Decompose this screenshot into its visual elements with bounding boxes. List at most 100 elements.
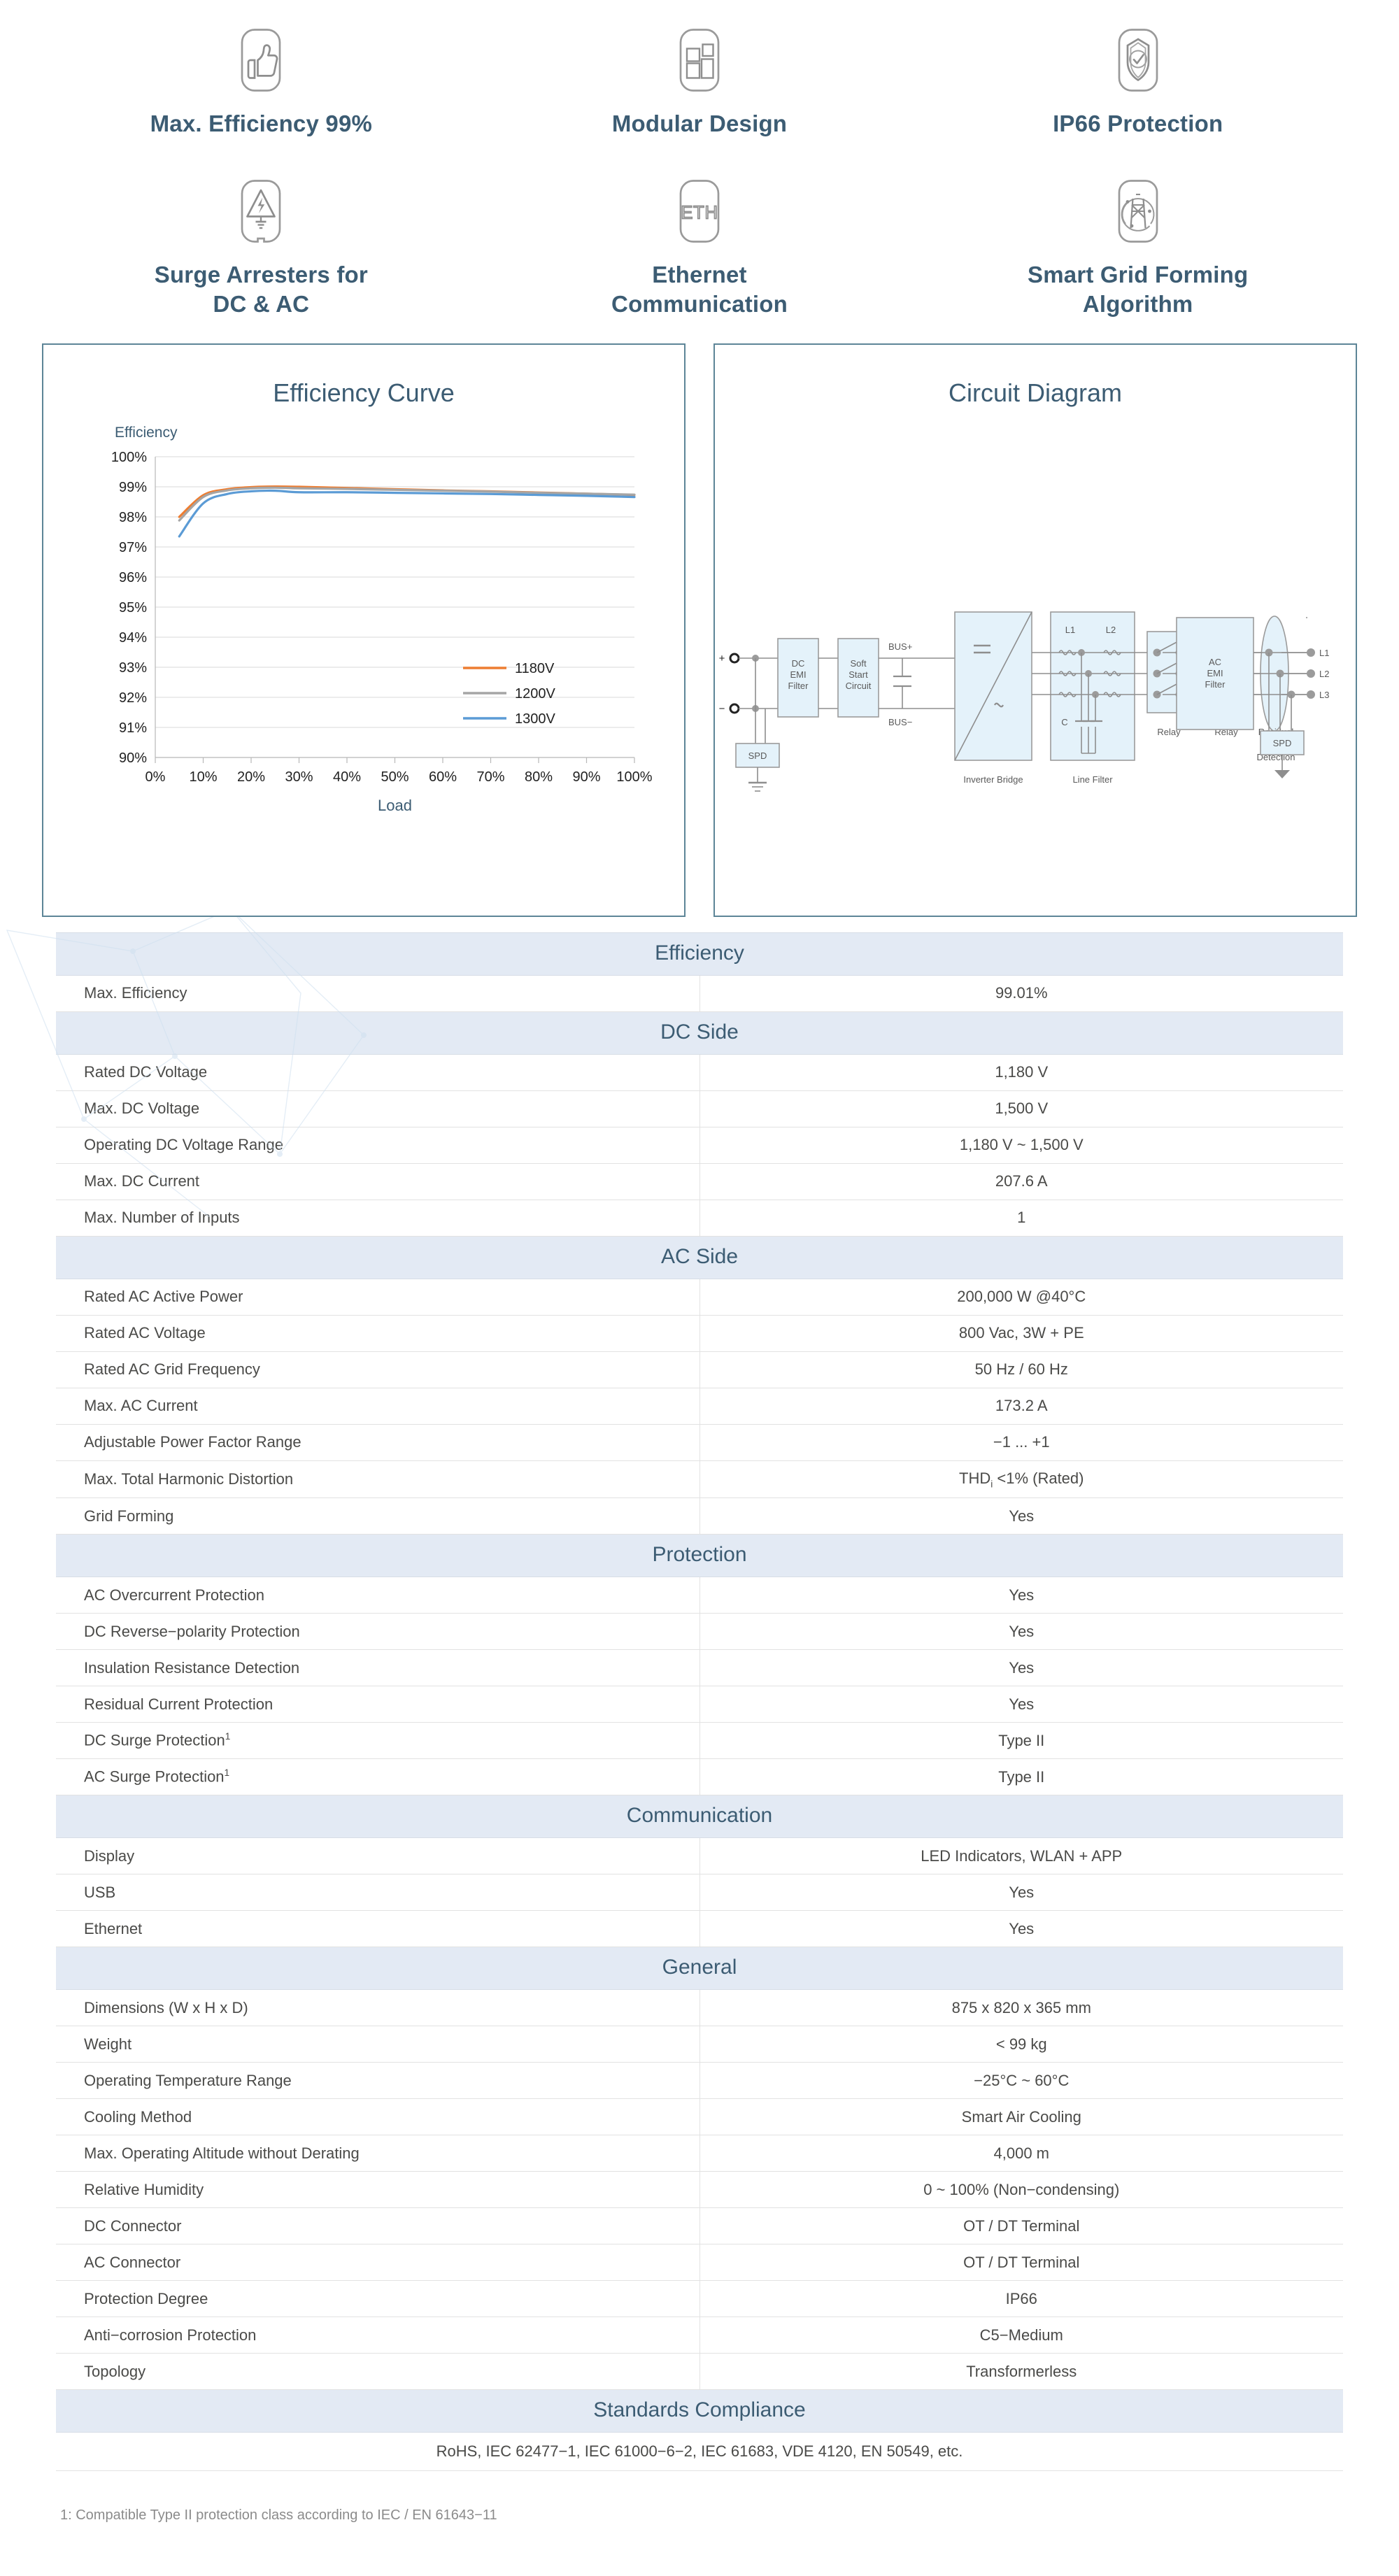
- spec-row: DC Connector OT / DT Terminal: [56, 2207, 1343, 2245]
- chart-ytick: 100%: [111, 450, 147, 465]
- efficiency-panel-title: Efficiency Curve: [273, 378, 455, 407]
- spec-row-value: 0 ~ 100% (Non−condensing): [700, 2171, 1343, 2209]
- spec-section-header: Protection: [56, 1534, 1343, 1578]
- modular-blocks-icon: [679, 29, 720, 92]
- spec-row-value: 875 x 820 x 365 mm: [700, 1989, 1343, 2027]
- chart-xtick: 90%: [572, 769, 600, 785]
- spec-row-key: Max. Number of Inputs: [56, 1200, 700, 1237]
- spec-row: Topology Transformerless: [56, 2353, 1343, 2391]
- spec-row: Max. Efficiency 99.01%: [56, 975, 1343, 1012]
- spec-row: Rated AC Active Power 200,000 W @40°C: [56, 1279, 1343, 1316]
- chart-xtick: 70%: [476, 769, 504, 785]
- svg-text:DC: DC: [792, 658, 805, 669]
- spec-row: AC Surge Protection1 Type II: [56, 1758, 1343, 1796]
- spec-row-key: Rated AC Active Power: [56, 1279, 700, 1316]
- diagram-panels: Efficiency Curve Efficiency 90% 91% 92% 93% 9…: [42, 343, 1357, 917]
- spec-row: Relative Humidity 0 ~ 100% (Non−condensin…: [56, 2171, 1343, 2209]
- spec-row: Grid Forming Yes: [56, 1497, 1343, 1535]
- spec-row-value: Yes: [700, 1874, 1343, 1912]
- spec-row-value: 800 Vac, 3W + PE: [700, 1315, 1343, 1352]
- standards-value: RoHS, IEC 62477−1, IEC 61000−6−2, IEC 61…: [56, 2432, 1343, 2472]
- chart-xtick: 0%: [145, 769, 166, 785]
- spec-section-header: Communication: [56, 1795, 1343, 1839]
- spec-row-value: 207.6 A: [700, 1163, 1343, 1200]
- spec-row: Cooling Method Smart Air Cooling: [56, 2098, 1343, 2136]
- spec-row-key: Topology: [56, 2353, 700, 2391]
- spec-row-key: Weight: [56, 2026, 700, 2063]
- spec-section-title: Protection: [56, 1534, 1343, 1578]
- bus-plus-label: BUS+: [888, 641, 912, 652]
- l2-label: L2: [1106, 625, 1116, 635]
- spec-row-key: Protection Degree: [56, 2280, 700, 2318]
- spec-section-title: Efficiency: [56, 932, 1343, 976]
- spec-row-value: 1,500 V: [700, 1090, 1343, 1127]
- dc-spd-label: SPD: [748, 750, 767, 761]
- spec-row-value: Type II: [700, 1758, 1343, 1796]
- footnote: 1: Compatible Type II protection class a…: [60, 2507, 497, 2524]
- spec-row: DC Reverse−polarity Protection Yes: [56, 1613, 1343, 1651]
- spec-row-key: DC Connector: [56, 2207, 700, 2245]
- spec-row: Rated AC Grid Frequency 50 Hz / 60 Hz: [56, 1351, 1343, 1388]
- spec-row-key: DC Surge Protection1: [56, 1722, 700, 1760]
- efficiency-curve-panel: Efficiency Curve Efficiency 90% 91% 92% 93% 9…: [42, 343, 686, 917]
- legend-label-1200V: 1200V: [515, 686, 555, 702]
- terminal-minus-label: −: [719, 703, 725, 715]
- spec-row-value: Yes: [700, 1910, 1343, 1948]
- thumbs-up-icon: [241, 29, 281, 92]
- svg-text:Soft: Soft: [850, 658, 867, 669]
- svg-text:AC: AC: [1209, 657, 1221, 667]
- spec-row-value: THDi <1% (Rated): [700, 1460, 1343, 1499]
- circuit-panel-title: Circuit Diagram: [948, 378, 1123, 407]
- spec-row: AC Overcurrent Protection Yes: [56, 1577, 1343, 1614]
- spec-row-key: Relative Humidity: [56, 2171, 700, 2209]
- spec-row: Max. Number of Inputs 1: [56, 1200, 1343, 1237]
- spec-row: Anti−corrosion Protection C5−Medium: [56, 2317, 1343, 2354]
- spec-row-key: Max. Efficiency: [56, 975, 700, 1012]
- spec-row: Operating DC Voltage Range 1,180 V ~ 1,50…: [56, 1127, 1343, 1164]
- spec-section-title: General: [56, 1947, 1343, 1991]
- spec-section-header: Standards Compliance: [56, 2389, 1343, 2433]
- bus-minus-label: BUS−: [888, 717, 912, 727]
- feature-label: Smart Grid Forming Algorithm: [1028, 262, 1249, 318]
- svg-text:EMI: EMI: [1207, 668, 1223, 678]
- spec-row-value: 200,000 W @40°C: [700, 1279, 1343, 1316]
- chart-xtick: 10%: [189, 769, 217, 785]
- spec-row: Residual Current Protection Yes: [56, 1686, 1343, 1723]
- chart-ytick: 99%: [119, 480, 147, 495]
- feature-highlights: Max. Efficiency 99% Modular Design IP66 …: [42, 0, 1357, 320]
- spec-row-key: Dimensions (W x H x D): [56, 1989, 700, 2027]
- ethernet-icon: ETH: [679, 180, 720, 243]
- spec-row: USB Yes: [56, 1874, 1343, 1912]
- spec-row-key: Rated AC Grid Frequency: [56, 1351, 700, 1388]
- spec-row: Protection Degree IP66: [56, 2280, 1343, 2318]
- spec-row: Weight < 99 kg: [56, 2026, 1343, 2063]
- feature-modular-design: Modular Design: [481, 20, 919, 138]
- spec-section-title: DC Side: [56, 1011, 1343, 1055]
- spec-row: Ethernet Yes: [56, 1910, 1343, 1948]
- spec-row: Display LED Indicators, WLAN + APP: [56, 1837, 1343, 1875]
- spec-row-key: Cooling Method: [56, 2098, 700, 2136]
- chart-ytick: 96%: [119, 570, 147, 585]
- spec-row-value: OT / DT Terminal: [700, 2244, 1343, 2282]
- feature-max-efficiency: Max. Efficiency 99%: [42, 20, 481, 138]
- chart-ytick: 97%: [119, 540, 147, 555]
- chart-ytick: 98%: [119, 510, 147, 525]
- spec-section-header: General: [56, 1947, 1343, 1991]
- spec-row-value: OT / DT Terminal: [700, 2207, 1343, 2245]
- spec-row-value: Transformerless: [700, 2353, 1343, 2391]
- spec-row-value: 1: [700, 1200, 1343, 1237]
- spec-row: Max. AC Current 173.2 A: [56, 1388, 1343, 1425]
- spec-row-key: AC Connector: [56, 2244, 700, 2282]
- specification-table: Efficiency Max. Efficiency 99.01% DC Side Ra…: [56, 932, 1343, 2472]
- svg-text:Filter: Filter: [788, 681, 809, 691]
- out-l3-label: L3: [1319, 690, 1329, 700]
- spec-row: Max. Operating Altitude without Derating…: [56, 2135, 1343, 2172]
- spec-row-value: 50 Hz / 60 Hz: [700, 1351, 1343, 1388]
- feature-grid-forming: Smart Grid Forming Algorithm: [918, 178, 1357, 319]
- feature-label: Max. Efficiency 99%: [150, 111, 373, 136]
- spec-row-value: C5−Medium: [700, 2317, 1343, 2354]
- legend-label-1180V: 1180V: [515, 661, 555, 676]
- spec-row-value: LED Indicators, WLAN + APP: [700, 1837, 1343, 1875]
- spec-row-value: Yes: [700, 1497, 1343, 1535]
